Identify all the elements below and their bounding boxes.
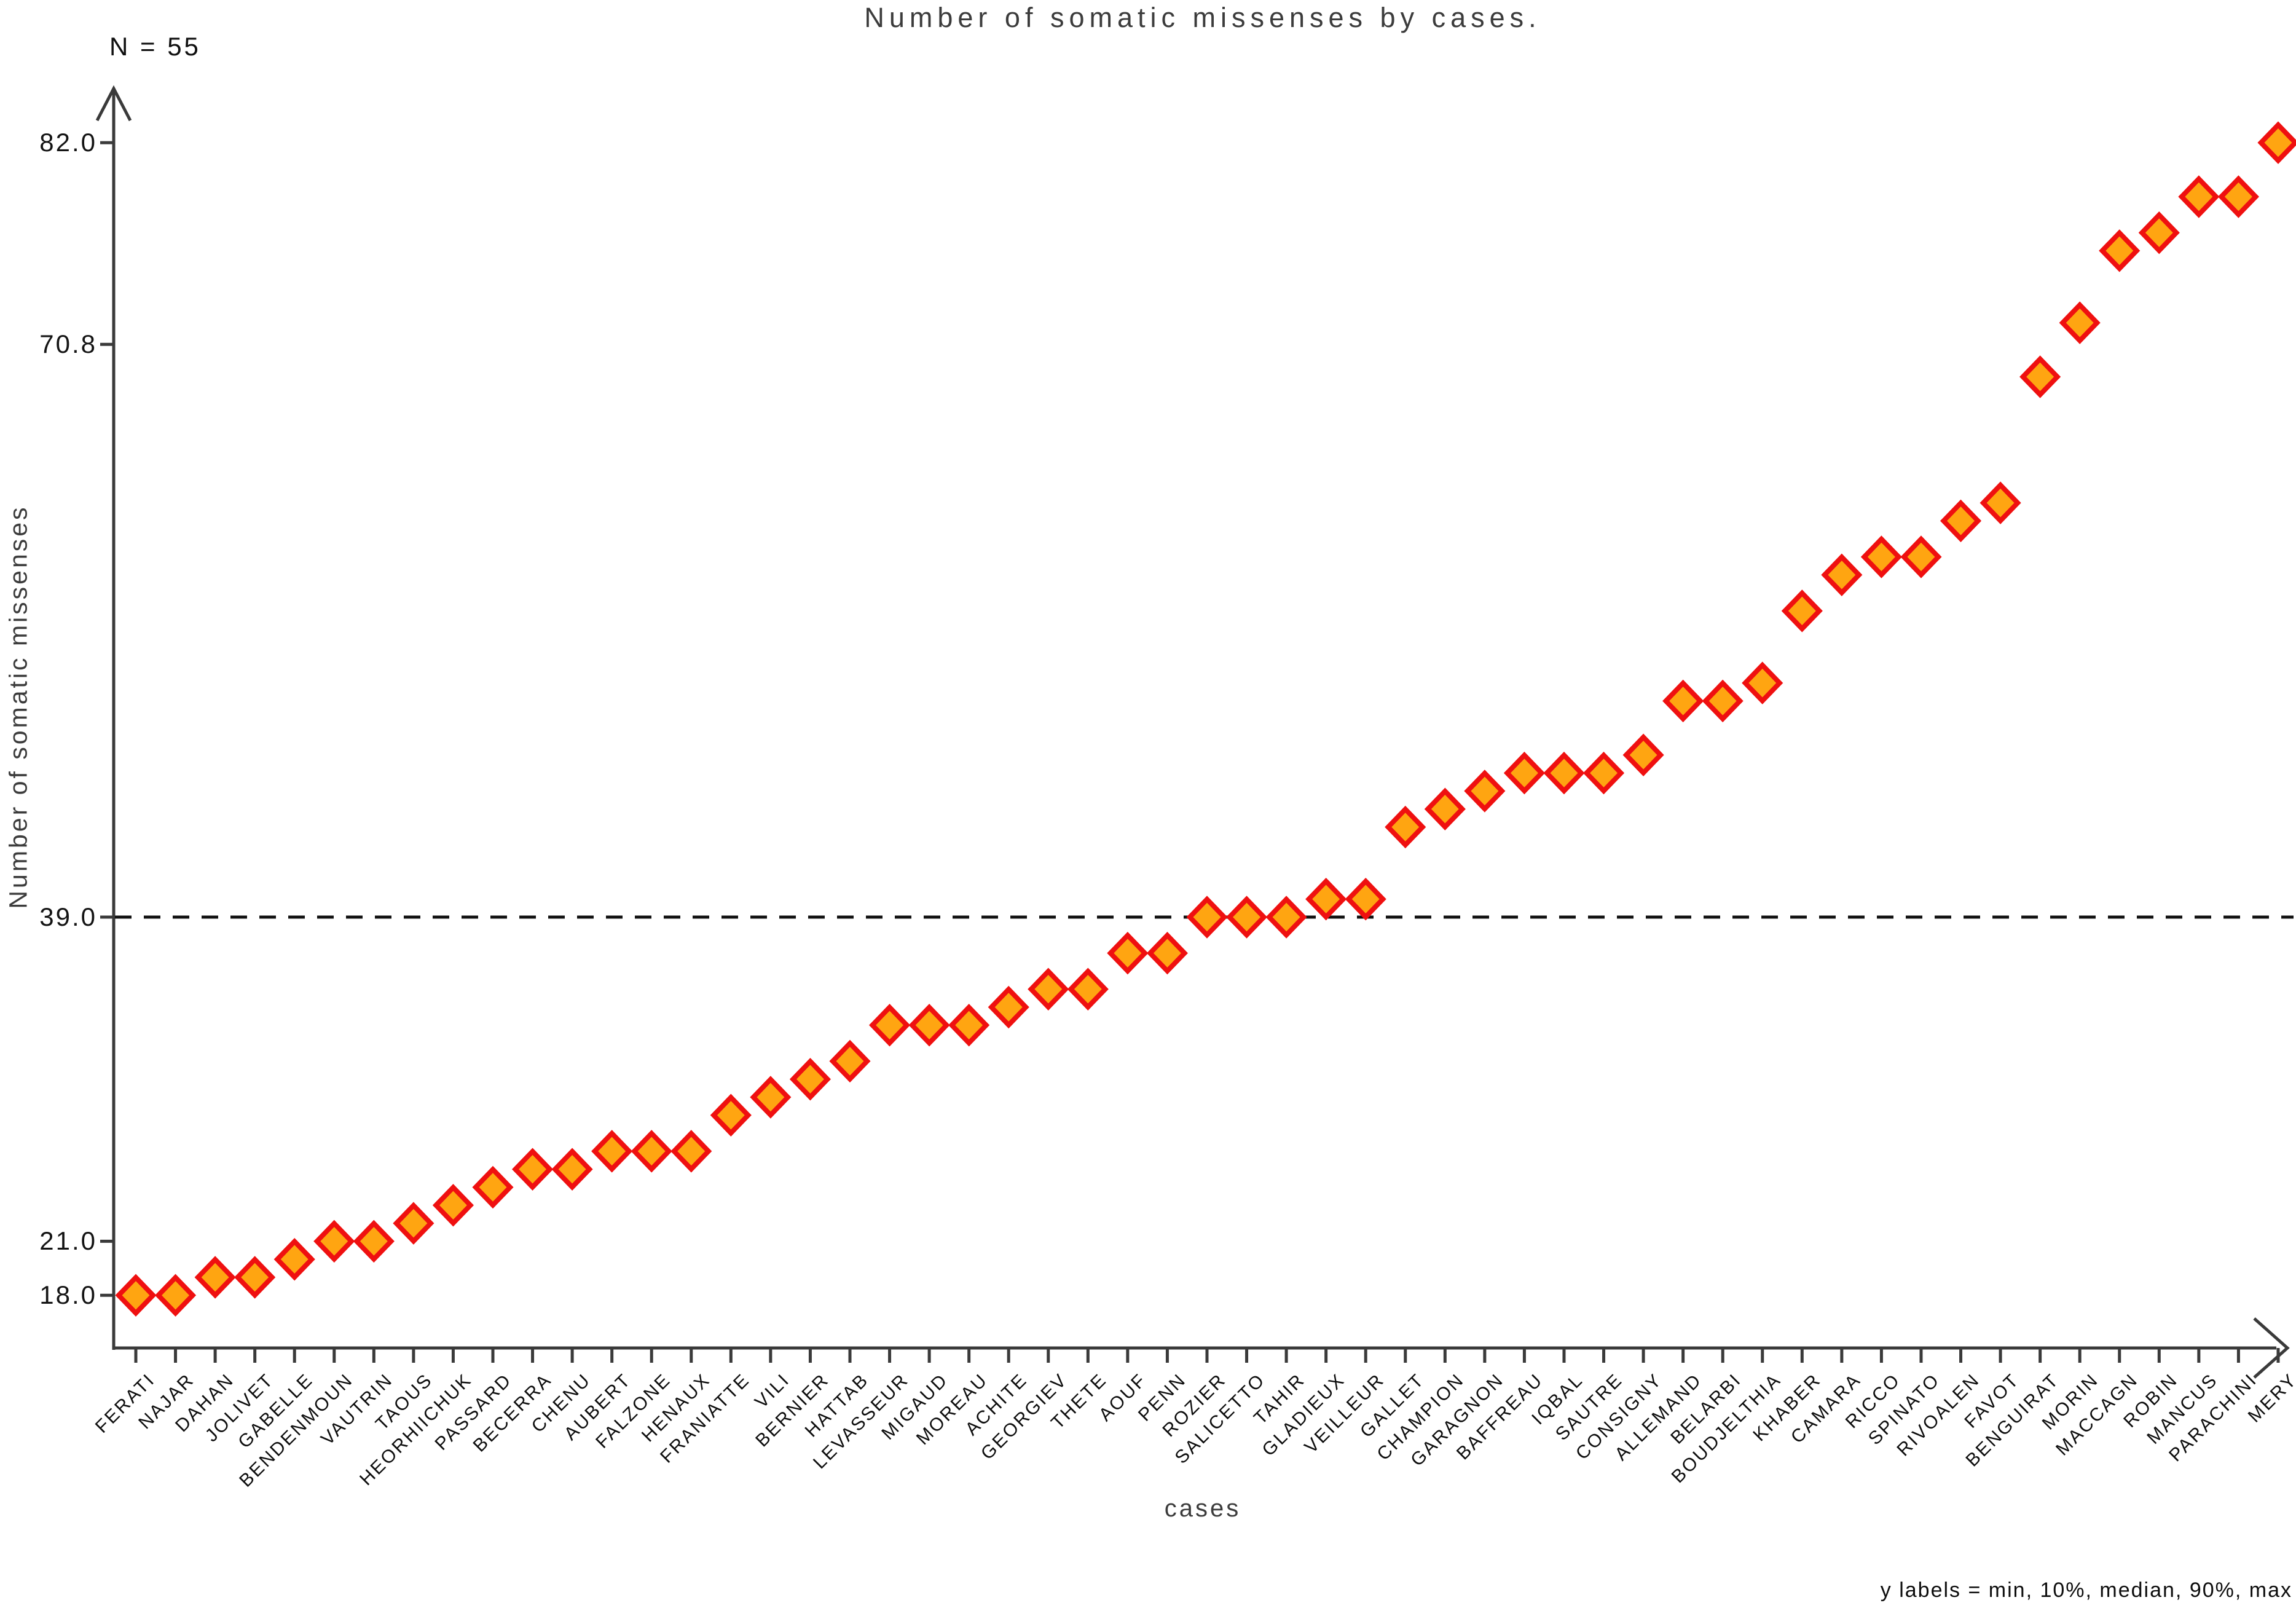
diamond-marker bbox=[1742, 661, 1783, 704]
diamond-marker bbox=[1582, 751, 1625, 795]
y-tick-label: 70.8 bbox=[39, 329, 97, 359]
diamond-marker bbox=[2138, 211, 2180, 254]
y-axis-arrow-icon bbox=[95, 85, 132, 122]
sample-count-label: N = 55 bbox=[109, 32, 201, 61]
diamond-marker bbox=[750, 1076, 792, 1119]
diamond-marker bbox=[1424, 787, 1466, 830]
diamond-marker bbox=[353, 1220, 395, 1263]
diamond-marker bbox=[988, 985, 1029, 1029]
diamond-marker bbox=[2178, 175, 2220, 218]
diamond-marker bbox=[1821, 553, 1863, 597]
diamond-marker bbox=[154, 1274, 197, 1317]
diamond-marker bbox=[1860, 535, 1902, 578]
y-axis-title: Number of somatic missenses bbox=[4, 505, 33, 909]
diamond-marker bbox=[1940, 499, 1982, 543]
x-axis-title: cases bbox=[1164, 1495, 1241, 1522]
diamond-marker bbox=[1980, 481, 2021, 524]
diamond-marker bbox=[1385, 805, 1426, 849]
chart-title: Number of somatic missenses by cases. bbox=[864, 2, 1541, 33]
diamond-marker bbox=[1345, 877, 1386, 921]
diamond-marker bbox=[115, 1274, 157, 1317]
diamond-marker bbox=[710, 1094, 752, 1137]
diamond-marker bbox=[2019, 355, 2061, 398]
diamond-marker bbox=[1305, 877, 1347, 921]
diamond-marker bbox=[393, 1202, 434, 1245]
diamond-marker bbox=[511, 1148, 554, 1191]
footer-note: y labels = min, 10%, median, 90%, max bbox=[1880, 1578, 2292, 1602]
diamond-marker bbox=[194, 1256, 236, 1299]
diamond-marker bbox=[472, 1165, 514, 1209]
diamond-marker bbox=[1067, 968, 1109, 1011]
x-axis-arrow-icon bbox=[2253, 1317, 2290, 1379]
y-tick-label: 39.0 bbox=[39, 902, 97, 931]
diamond-marker bbox=[908, 1004, 950, 1047]
diamond-marker bbox=[1662, 679, 1704, 723]
diamond-marker bbox=[313, 1220, 355, 1263]
diamond-marker bbox=[2099, 229, 2141, 272]
diamond-marker bbox=[234, 1256, 276, 1299]
diamond-marker bbox=[670, 1130, 712, 1173]
diamond-marker bbox=[1503, 751, 1545, 795]
diamond-marker bbox=[631, 1130, 672, 1173]
diamond-marker bbox=[1265, 896, 1307, 939]
diamond-marker bbox=[1781, 589, 1823, 633]
diamond-marker bbox=[2257, 121, 2296, 164]
diamond-marker bbox=[1225, 896, 1268, 939]
diamond-marker bbox=[591, 1130, 633, 1173]
y-tick-label: 21.0 bbox=[39, 1226, 97, 1256]
diamond-marker bbox=[1702, 679, 1744, 723]
diamond-marker bbox=[273, 1237, 315, 1281]
diamond-marker bbox=[551, 1148, 593, 1191]
diamond-marker bbox=[1543, 751, 1585, 795]
diamond-marker bbox=[2059, 301, 2101, 344]
diamond-marker bbox=[1107, 931, 1149, 975]
diamond-marker bbox=[1900, 535, 1942, 578]
diamond-marker bbox=[432, 1184, 474, 1227]
y-tick-label: 82.0 bbox=[39, 128, 97, 157]
y-tick-label: 18.0 bbox=[39, 1280, 97, 1310]
diamond-marker bbox=[2217, 175, 2259, 218]
diamond-marker bbox=[1186, 896, 1228, 939]
diamond-marker bbox=[789, 1057, 832, 1101]
diamond-marker bbox=[1464, 770, 1506, 813]
diamond-marker bbox=[1146, 931, 1188, 975]
diamond-marker bbox=[868, 1004, 911, 1047]
diamond-marker bbox=[829, 1039, 871, 1083]
diamond-marker bbox=[1028, 968, 1069, 1011]
diamond-marker bbox=[948, 1004, 990, 1047]
diamond-marker bbox=[1622, 733, 1664, 777]
